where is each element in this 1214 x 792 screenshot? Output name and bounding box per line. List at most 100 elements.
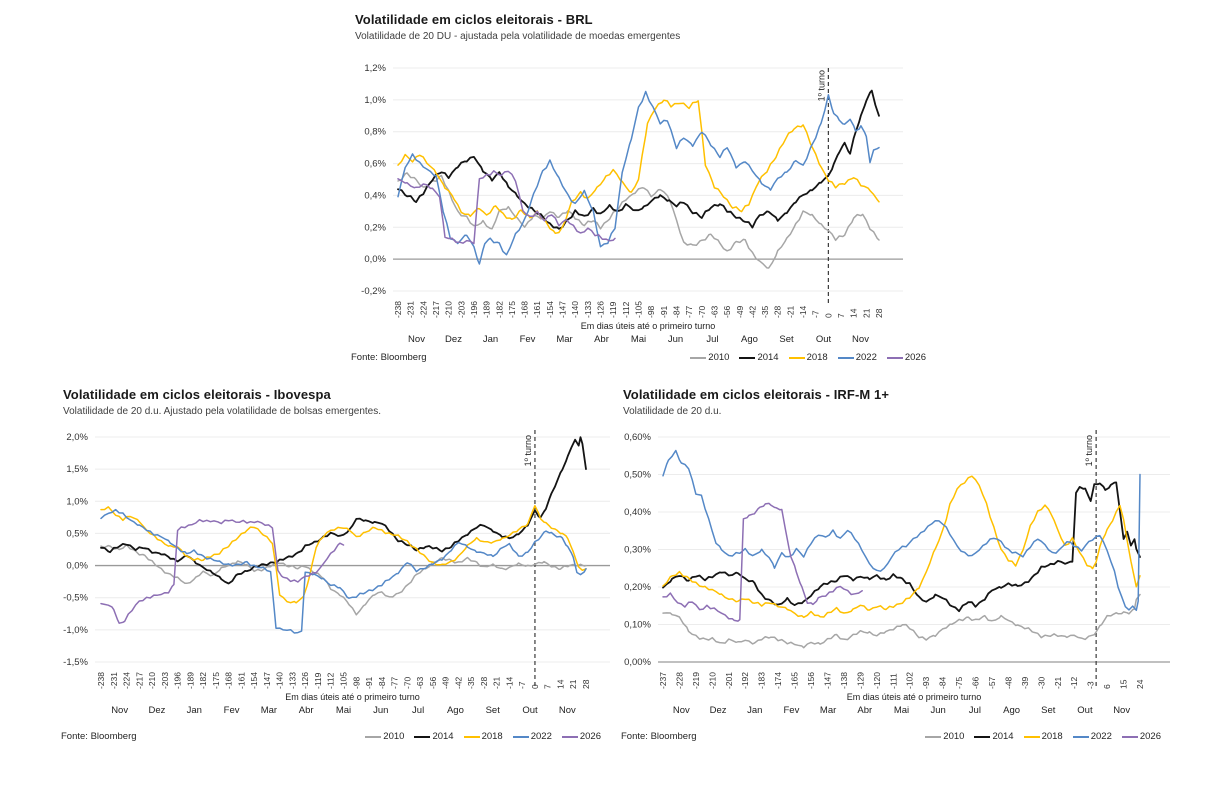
month-label: Out [522, 705, 538, 716]
month-label: Jul [969, 705, 981, 716]
x-tick-label: -91 [659, 305, 669, 318]
y-tick-label: 0,2% [364, 222, 386, 233]
chart-brl: Volatilidade em ciclos eleitorais - BRL … [345, 10, 940, 378]
x-tick-label: -210 [444, 301, 454, 318]
legend-label-2014: 2014 [432, 731, 454, 742]
x-tick-label: -77 [684, 305, 694, 318]
legend-label-2010: 2010 [708, 352, 730, 363]
x-tick-label: -7 [811, 310, 821, 318]
x-tick-label: 15 [1119, 679, 1129, 689]
x-tick-label: -228 [674, 672, 684, 689]
y-tick-label: -1,5% [63, 657, 88, 668]
x-tick-label: 28 [581, 679, 591, 689]
x-tick-label: -217 [431, 301, 441, 318]
y-tick-label: 0,60% [624, 432, 651, 443]
x-tick-label: -147 [262, 672, 272, 689]
x-tick-label: -129 [855, 672, 865, 689]
y-tick-label: 0,40% [624, 507, 651, 518]
y-tick-label: 0,10% [624, 620, 651, 631]
chart-ibovespa: Volatilidade em ciclos eleitorais - Ibov… [55, 385, 615, 760]
x-tick-label: -93 [921, 676, 931, 689]
month-label: Jan [483, 334, 498, 345]
x-tick-label: -21 [492, 676, 502, 689]
y-tick-label: 2,0% [66, 432, 88, 443]
legend-item-2022: 2022 [512, 731, 552, 742]
x-tick-label: -70 [402, 676, 412, 689]
chart-subtitle-brl: Volatilidade de 20 DU - ajustada pela vo… [355, 31, 681, 42]
x-axis-label: Em dias úteis até o primeiro turno [847, 692, 982, 702]
x-tick-label: -182 [494, 301, 504, 318]
x-tick-label: -112 [621, 301, 631, 318]
month-label: Out [1077, 705, 1093, 716]
chart-title-irfm: Volatilidade em ciclos eleitorais - IRF-… [623, 387, 890, 402]
x-tick-label: -156 [806, 672, 816, 689]
series-line-2022 [397, 90, 880, 265]
month-label: Abr [594, 334, 609, 345]
month-label: Jan [187, 705, 202, 716]
month-label: Mai [631, 334, 646, 345]
series-line-2026 [397, 170, 616, 245]
y-tick-label: 0,0% [364, 254, 386, 265]
source-label-irfm: Fonte: Bloomberg [621, 731, 697, 742]
y-tick-label: 0,4% [364, 190, 386, 201]
x-tick-label: -224 [122, 672, 132, 689]
x-tick-label: -102 [905, 672, 915, 689]
x-tick-label: -84 [377, 676, 387, 689]
month-label: Jun [668, 334, 683, 345]
x-tick-label: -217 [134, 672, 144, 689]
month-label: Jan [747, 705, 762, 716]
legend-label-2022: 2022 [855, 352, 877, 363]
month-label: Mar [820, 705, 836, 716]
y-tick-label: 0,20% [624, 582, 651, 593]
legend-swatch-2022 [1072, 735, 1089, 738]
x-tick-label: -140 [570, 301, 580, 318]
x-tick-label: -28 [479, 676, 489, 689]
chart-title-brl: Volatilidade em ciclos eleitorais - BRL [355, 12, 593, 27]
series-line-2026 [100, 518, 345, 624]
x-tick-label: -210 [147, 672, 157, 689]
source-label-brl: Fonte: Bloomberg [351, 352, 427, 363]
legend-swatch-2022 [512, 735, 529, 738]
x-axis-label: Em dias úteis até o primeiro turno [581, 321, 716, 331]
legend-label-2010: 2010 [943, 731, 965, 742]
y-tick-label: 0,0% [66, 561, 88, 572]
legend-label-2022: 2022 [1090, 731, 1112, 742]
x-tick-label: -237 [658, 672, 668, 689]
x-tick-label: -105 [339, 672, 349, 689]
legend-item-2026: 2026 [886, 352, 926, 363]
legend-item-2010: 2010 [690, 352, 729, 363]
x-tick-label: -112 [326, 672, 336, 689]
x-tick-label: -231 [406, 301, 416, 318]
x-tick-label: -161 [236, 672, 246, 689]
legend-swatch-2010 [925, 735, 942, 738]
x-tick-label: -175 [507, 301, 517, 318]
x-tick-label: -39 [1020, 676, 1030, 689]
legend-label-2014: 2014 [757, 352, 779, 363]
x-tick-label: -168 [224, 672, 234, 689]
series-line-2010 [662, 593, 1141, 649]
legend-item-2018: 2018 [788, 352, 828, 363]
x-tick-label: -203 [456, 301, 466, 318]
legend-item-2018: 2018 [1023, 731, 1063, 742]
legend-swatch-2014 [414, 735, 431, 738]
month-label: Fev [784, 705, 800, 716]
month-label: Mar [556, 334, 572, 345]
x-tick-label: -174 [773, 672, 783, 689]
legend-item-2014: 2014 [974, 731, 1014, 742]
x-tick-label: -3 [1086, 681, 1096, 689]
x-tick-label: -238 [96, 672, 106, 689]
x-tick-label: -196 [173, 672, 183, 689]
x-tick-label: 0 [530, 684, 540, 689]
x-tick-label: -12 [1069, 676, 1079, 689]
y-tick-label: -1,0% [63, 625, 88, 636]
x-tick-label: -210 [707, 672, 717, 689]
series-line-2018 [397, 99, 880, 235]
x-tick-label: -57 [987, 676, 997, 689]
legend-label-2010: 2010 [383, 731, 405, 742]
x-tick-label: 24 [1135, 679, 1145, 689]
legend-swatch-2022 [837, 356, 854, 359]
x-tick-label: -56 [722, 305, 732, 318]
y-tick-label: -0,2% [361, 286, 386, 297]
month-label: Jun [373, 705, 388, 716]
event-line-label: 1º turno [523, 435, 533, 466]
